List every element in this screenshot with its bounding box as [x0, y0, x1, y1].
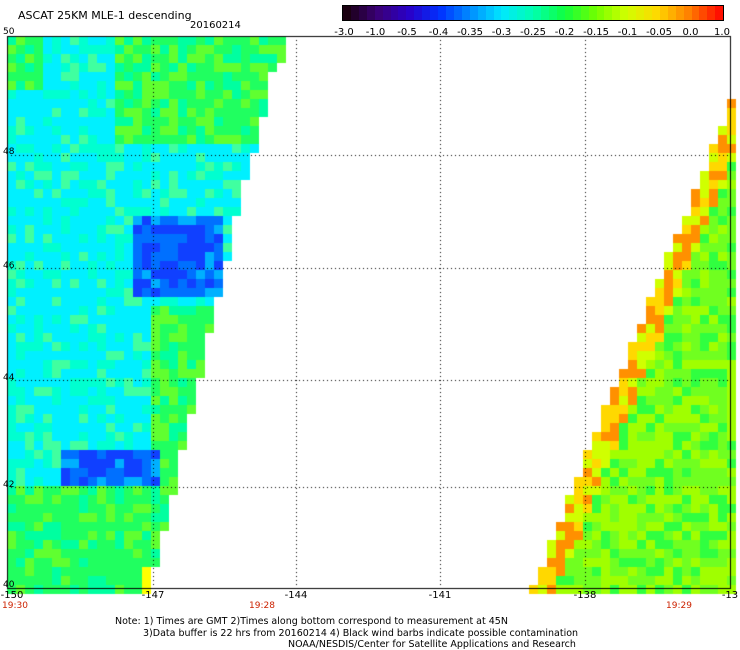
lon-label-135: -13 [721, 590, 739, 601]
note-line-3: NOAA/NESDIS/Center for Satellite Applica… [288, 639, 576, 650]
time-label-left: 19:30 [2, 601, 28, 611]
color-scale-tick-label: -3.0 [334, 27, 354, 38]
color-scale-tick-label: -0.15 [583, 27, 609, 38]
color-scale-tick-label: -0.4 [428, 27, 449, 38]
color-scale-bar [342, 5, 724, 21]
lon-label-150: -150 [0, 590, 24, 601]
lon-label-141: -141 [428, 590, 452, 601]
lat-label-46: 46 [3, 261, 15, 271]
lat-label-40: 40 [3, 580, 15, 590]
color-scale-tick-label: -1.0 [365, 27, 386, 38]
lon-label-147: -147 [141, 590, 165, 601]
lat-label-44: 44 [3, 373, 15, 383]
color-scale-tick-label: -0.1 [617, 27, 638, 38]
lon-label-138: -138 [573, 590, 597, 601]
color-scale-tick-label: -0.05 [646, 27, 672, 38]
lat-label-42: 42 [3, 480, 15, 490]
lon-label-144: -144 [284, 590, 308, 601]
color-scale-tick-label: -0.5 [397, 27, 417, 38]
lat-label-48: 48 [3, 147, 15, 157]
color-scale-tick-label: 1.0 [714, 27, 730, 38]
color-scale-tick-label: -0.25 [520, 27, 546, 38]
color-scale-tick-label: 0.0 [682, 27, 699, 38]
color-scale-tick-label: -0.3 [491, 27, 512, 38]
lat-label-50: 50 [3, 27, 15, 37]
time-label-right: 19:29 [666, 601, 692, 611]
map-title: ASCAT 25KM MLE-1 descending [18, 9, 192, 22]
note-line-2: 3)Data buffer is 22 hrs from 20160214 4)… [143, 628, 579, 639]
time-label-mid: 19:28 [249, 601, 275, 611]
map-date: 20160214 [190, 20, 241, 31]
color-scale-tick-label: -0.2 [554, 27, 575, 38]
note-line-1: Note: 1) Times are GMT 2)Times along bot… [115, 616, 508, 627]
color-scale-tick-label: -0.35 [457, 27, 483, 38]
